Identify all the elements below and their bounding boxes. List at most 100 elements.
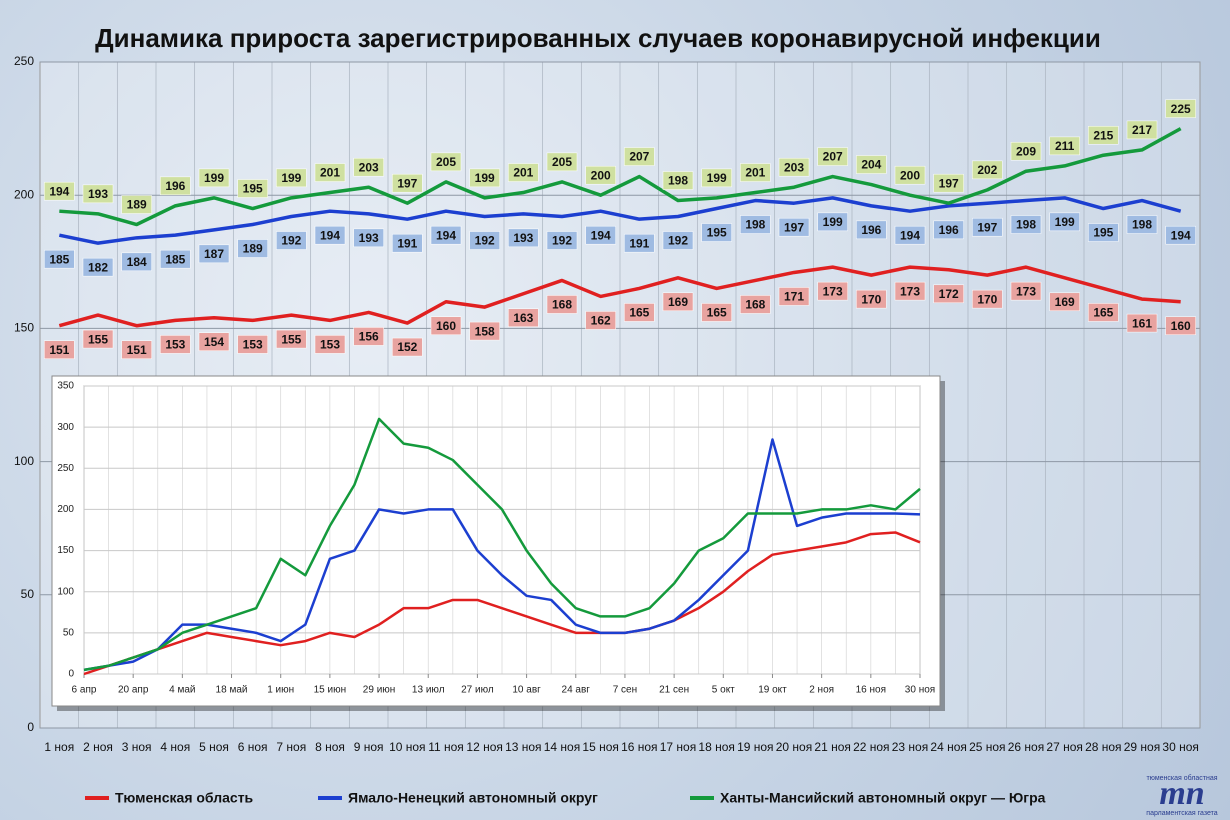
data-label: 205 <box>430 152 462 172</box>
data-label-text: 185 <box>165 252 185 266</box>
data-label-box <box>662 231 694 250</box>
data-label-text: 169 <box>1055 295 1075 309</box>
data-label: 197 <box>972 217 1003 237</box>
data-label-text: 192 <box>668 234 688 248</box>
data-label-text: 151 <box>49 343 69 357</box>
data-label: 195 <box>701 223 732 242</box>
data-label: 195 <box>1088 223 1119 242</box>
x-tick-label: 2 ноя <box>809 685 834 696</box>
x-tick-label: 30 ноя <box>905 685 935 696</box>
data-label-box <box>972 217 1003 237</box>
data-label: 151 <box>44 340 75 359</box>
x-tick-label: 2 ноя <box>83 740 113 754</box>
data-label-text: 152 <box>397 340 417 354</box>
data-label-text: 171 <box>784 290 804 304</box>
data-label-box <box>237 239 268 258</box>
data-label-box <box>121 195 152 214</box>
x-tick-label: 4 ноя <box>160 740 191 754</box>
data-label: 191 <box>624 233 655 253</box>
data-label-text: 153 <box>320 338 340 352</box>
series-line <box>58 265 1181 328</box>
data-label: 151 <box>121 340 152 359</box>
x-tick-label: 27 июл <box>461 685 494 696</box>
data-label: 160 <box>430 316 462 336</box>
data-label: 201 <box>508 163 539 182</box>
series-line <box>59 127 1182 227</box>
data-label: 204 <box>856 155 887 174</box>
data-label-text: 205 <box>552 155 572 169</box>
data-label-text: 197 <box>977 220 997 234</box>
chart-title: Динамика прироста зарегистрированных слу… <box>95 23 1101 53</box>
data-label-box <box>662 171 694 190</box>
data-label-box <box>1049 136 1080 156</box>
data-label-text: 173 <box>823 284 843 298</box>
data-label-box <box>585 165 616 185</box>
data-label-box <box>160 249 191 269</box>
data-label-text: 194 <box>900 228 920 242</box>
x-tick-label: 13 ноя <box>505 740 542 754</box>
data-label-box <box>817 281 848 301</box>
x-tick-label: 15 ноя <box>582 740 619 754</box>
x-tick-label: 13 июл <box>412 685 445 696</box>
data-label-text: 192 <box>281 234 301 248</box>
data-label-text: 189 <box>243 242 263 256</box>
data-label-text: 198 <box>1132 218 1152 232</box>
data-label-text: 169 <box>668 295 688 309</box>
data-label-box <box>624 147 655 166</box>
data-label-text: 195 <box>1093 226 1113 240</box>
data-label-box <box>1165 316 1196 336</box>
data-label: 197 <box>933 173 964 193</box>
data-label-text: 199 <box>204 171 224 185</box>
data-label-text: 173 <box>1016 284 1036 298</box>
data-label: 184 <box>121 252 152 272</box>
data-label-text: 158 <box>475 324 495 338</box>
x-tick-label: 19 окт <box>758 685 787 696</box>
data-label-box <box>894 225 926 245</box>
data-label-box <box>469 168 500 188</box>
y-tick-label: 100 <box>14 454 34 468</box>
data-label-text: 199 <box>475 171 495 185</box>
data-label: 196 <box>933 220 964 240</box>
data-label-box <box>121 252 152 272</box>
data-label-text: 201 <box>320 166 340 180</box>
data-label: 160 <box>1165 316 1196 336</box>
inset-series-line <box>83 438 921 672</box>
x-tick-label: 16 ноя <box>621 740 658 754</box>
data-label-text: 192 <box>475 234 495 248</box>
legend-label: Тюменская область <box>115 790 254 806</box>
data-label-text: 202 <box>977 163 997 177</box>
legend-label: Ямало-Ненецкий автономный округ <box>348 790 598 806</box>
data-label-text: 187 <box>204 247 224 261</box>
data-label-box <box>392 173 423 193</box>
data-label-text: 160 <box>436 319 456 333</box>
data-label-box <box>198 332 230 351</box>
x-tick-label: 5 окт <box>712 685 735 696</box>
data-label: 192 <box>276 231 307 250</box>
data-label-text: 207 <box>823 150 843 164</box>
data-label-text: 194 <box>436 228 456 242</box>
data-label-text: 203 <box>784 160 804 174</box>
data-label-box <box>933 220 964 240</box>
y-tick-label: 200 <box>57 504 74 515</box>
data-label-box <box>778 217 810 237</box>
data-label-box <box>624 233 655 253</box>
data-label-box <box>740 163 771 182</box>
data-label-box <box>314 335 346 354</box>
x-tick-label: 6 апр <box>72 685 97 696</box>
data-label: 170 <box>972 289 1003 309</box>
x-tick-label: 26 ноя <box>1007 740 1045 754</box>
x-tick-label: 29 июн <box>363 685 396 696</box>
data-label-box <box>546 231 578 250</box>
data-label-box <box>856 289 887 309</box>
data-label-text: 199 <box>823 215 843 229</box>
data-label: 192 <box>546 231 578 250</box>
data-label-box <box>894 281 926 301</box>
x-tick-label: 29 ноя <box>1123 740 1161 754</box>
data-label: 207 <box>624 147 655 166</box>
data-label: 169 <box>1049 292 1080 312</box>
logo-mark: тп <box>1159 775 1204 812</box>
data-label-text: 165 <box>707 306 727 320</box>
y-tick-label: 50 <box>21 587 35 601</box>
data-label-box <box>856 155 887 174</box>
